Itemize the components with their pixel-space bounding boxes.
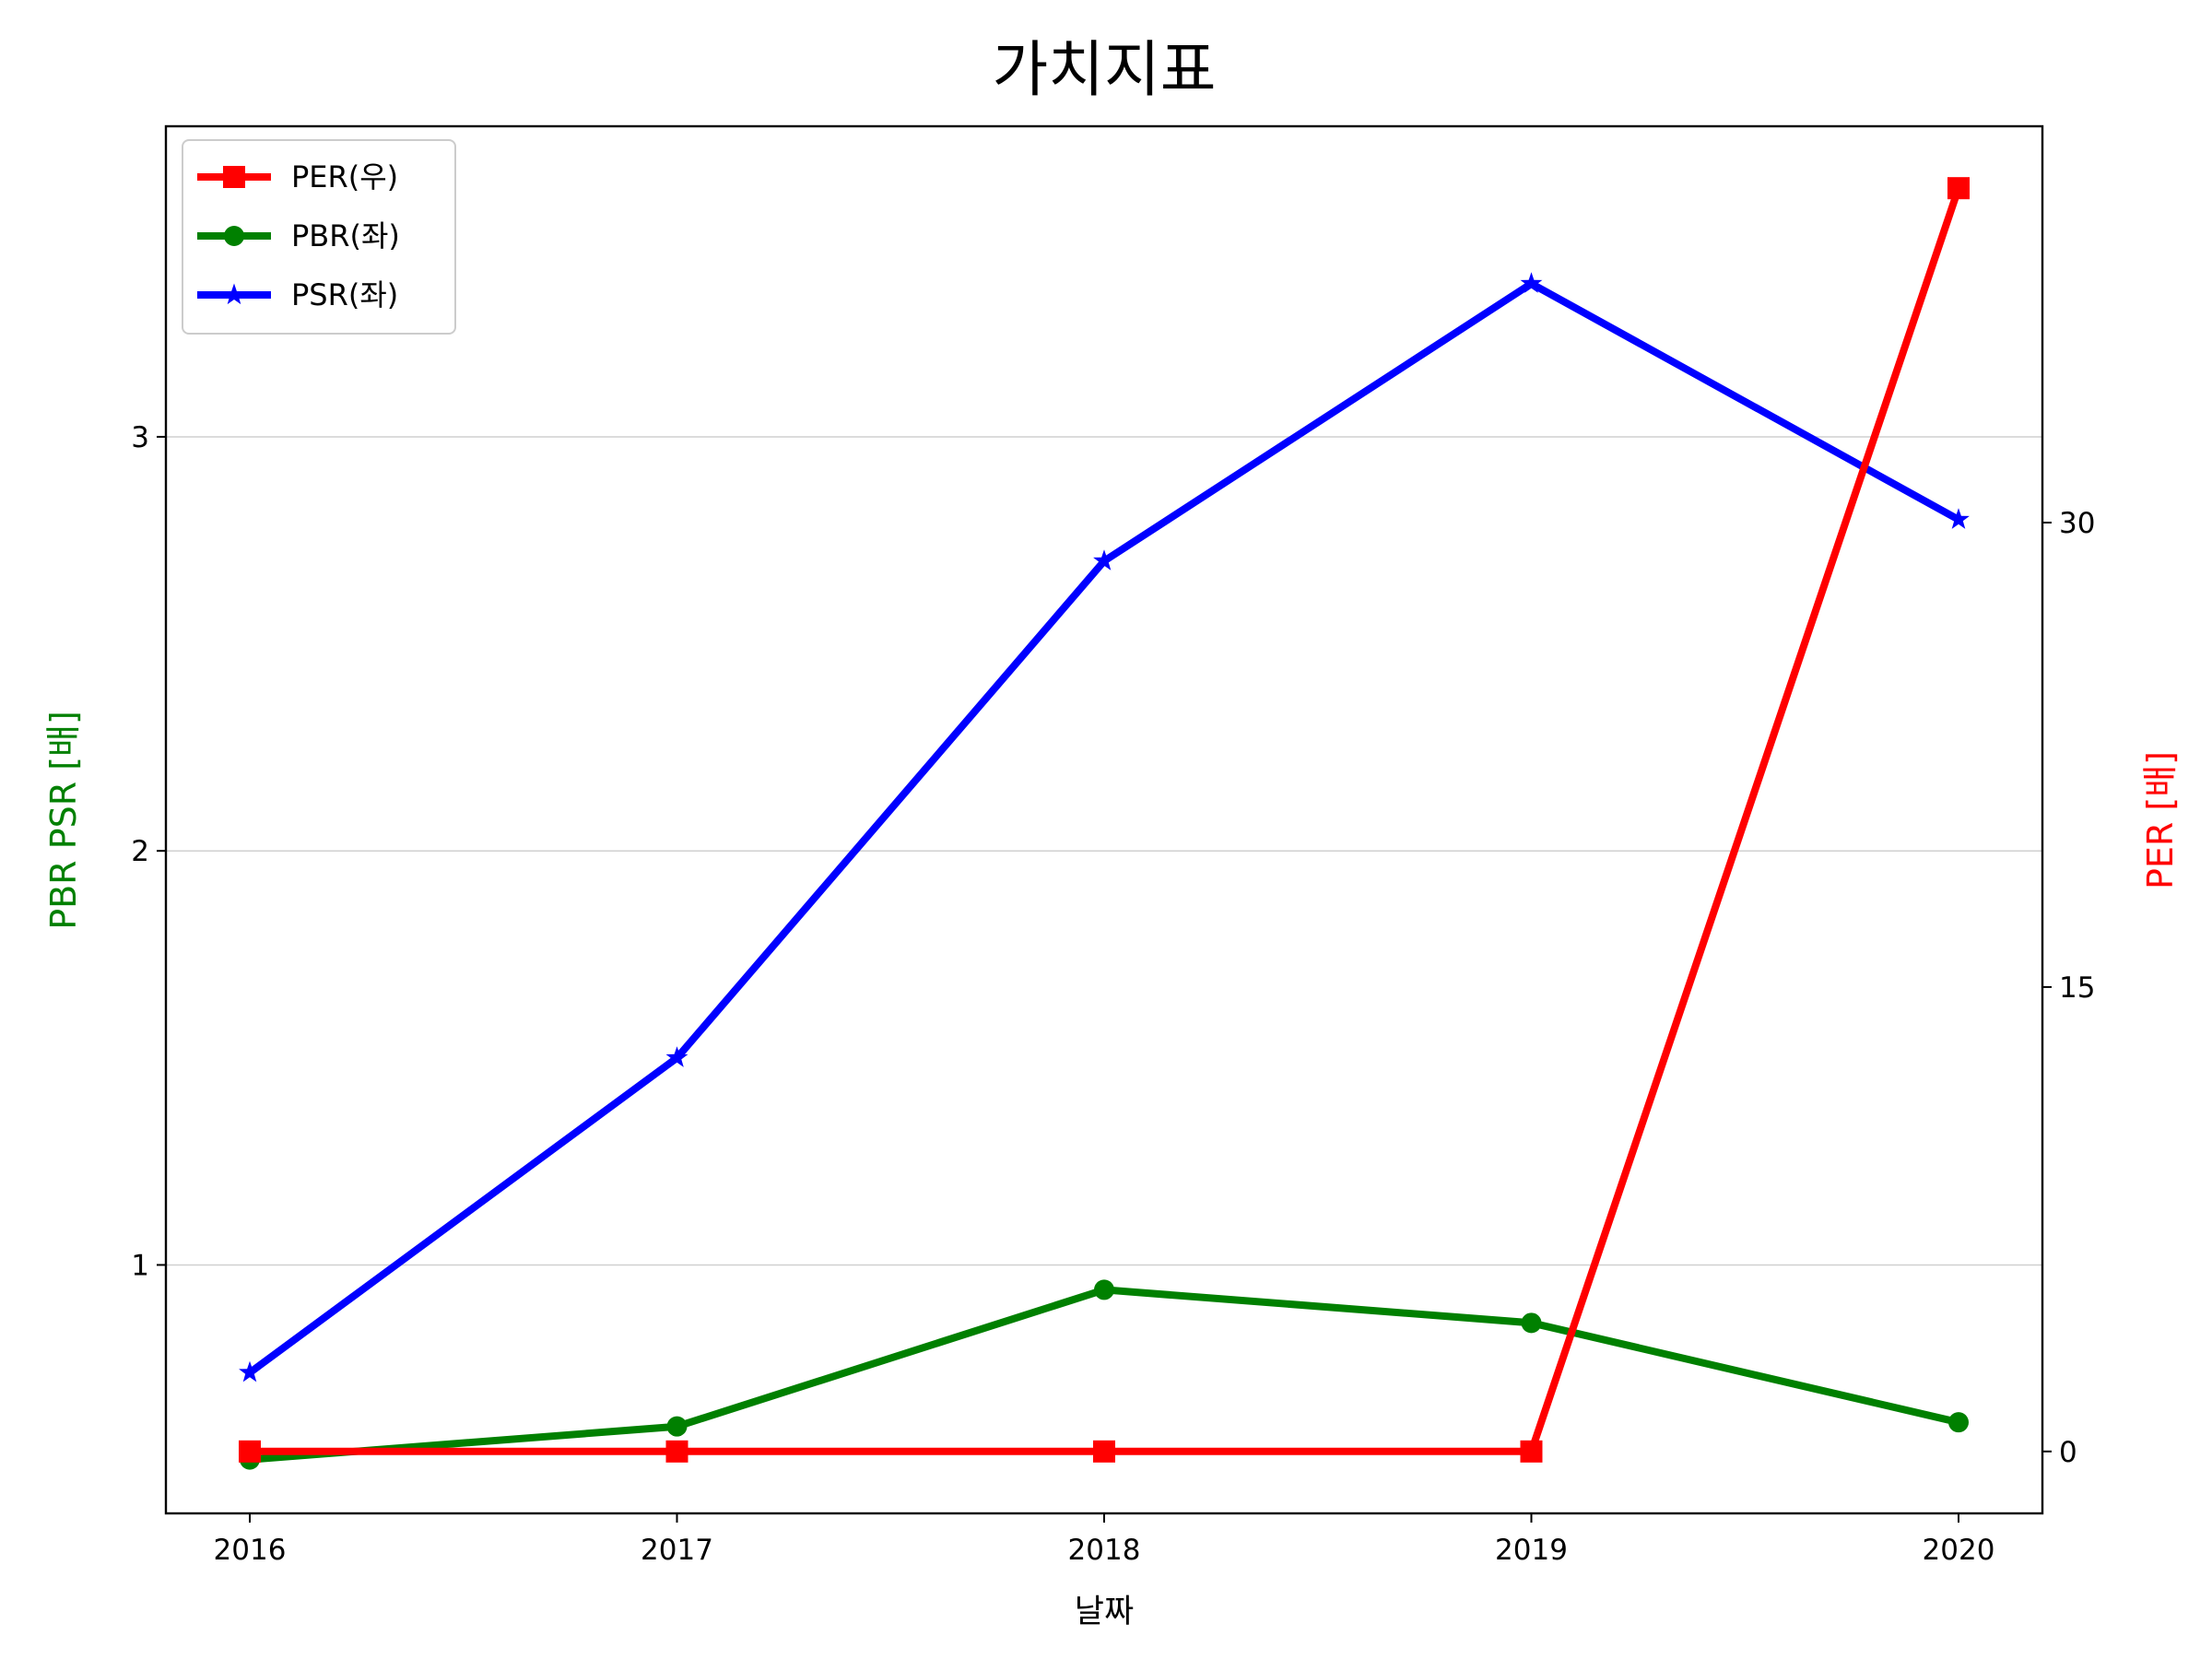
- data-point-psr: [1520, 272, 1543, 293]
- x-tick-label: 2019: [1495, 1534, 1568, 1567]
- y-right-tick-label: 15: [2059, 971, 2095, 1005]
- data-point-per: [665, 1440, 688, 1463]
- legend-marker-psr: [223, 283, 245, 305]
- legend: PER(우) PBR(좌) PSR(좌): [182, 139, 456, 335]
- y-left-tick-label: 3: [131, 421, 149, 454]
- legend-label-per: PER(우): [291, 159, 398, 194]
- legend-label-pbr: PBR(좌): [291, 218, 400, 253]
- x-tick-label: 2018: [1068, 1534, 1141, 1567]
- data-point-per: [1520, 1440, 1543, 1463]
- data-point-psr: [665, 1046, 688, 1067]
- data-point-per: [1093, 1440, 1115, 1463]
- series-layer: [239, 177, 1970, 1470]
- x-axis-label: 날짜: [1075, 1594, 1134, 1630]
- data-point-per: [239, 1440, 261, 1463]
- data-point-psr: [239, 1360, 261, 1382]
- y-left-tick-label: 1: [131, 1249, 149, 1282]
- data-point-pbr: [666, 1416, 688, 1437]
- y-axis-label-right: PER [배]: [2140, 751, 2181, 889]
- grid-layer: [166, 436, 2042, 1266]
- data-point-pbr: [1521, 1312, 1542, 1334]
- y-left-tick-label: 2: [131, 835, 149, 868]
- data-point-pbr: [1948, 1412, 1969, 1433]
- legend-label-psr: PSR(좌): [291, 277, 398, 312]
- data-point-psr: [1093, 549, 1115, 571]
- y-right-tick-label: 0: [2059, 1436, 2077, 1469]
- legend-marker-pbr: [224, 226, 244, 246]
- series-line-pbr: [246, 1286, 1962, 1464]
- x-tick-label: 2020: [1923, 1534, 1995, 1567]
- legend-marker-per: [223, 166, 245, 188]
- y-axis-label-left: PBR PSR [배]: [43, 711, 84, 930]
- chart-title: 가치지표: [993, 34, 1217, 105]
- series-line-psr: [246, 279, 1962, 1377]
- data-point-per: [1947, 177, 1970, 200]
- data-point-psr: [1947, 508, 1970, 529]
- x-tick-label: 2017: [641, 1534, 713, 1567]
- legend-box: [182, 139, 456, 335]
- y-right-tick-label: 30: [2059, 507, 2095, 540]
- x-tick-label: 2016: [214, 1534, 287, 1567]
- data-point-pbr: [1094, 1279, 1114, 1300]
